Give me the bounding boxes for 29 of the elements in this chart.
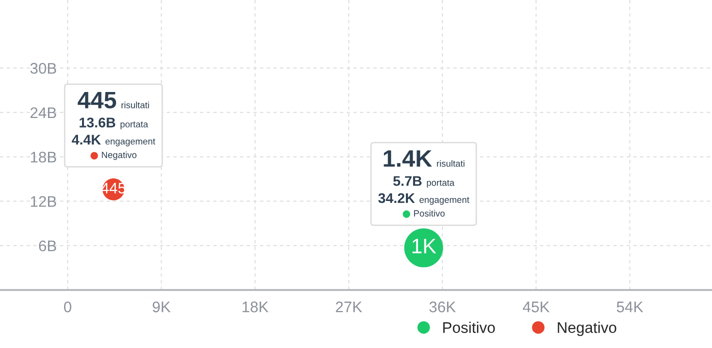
annotation: risultati — [436, 160, 464, 167]
x-tick-label: 9K — [152, 302, 171, 312]
annotation: Negativo — [102, 151, 136, 160]
annotation: risultati — [122, 102, 149, 108]
x-tick-label: 54K — [616, 302, 644, 312]
annotation: engagement — [420, 197, 470, 205]
annotation: 34.2K — [378, 193, 415, 204]
annotation: 1.4K — [384, 150, 432, 167]
y-tick-label: 6B — [39, 240, 56, 252]
data-label: 1K — [412, 238, 436, 254]
x-tick-label: 27K — [336, 302, 362, 312]
y-tick-label: 30B — [30, 62, 56, 74]
annotation: 4.4K — [72, 134, 101, 144]
annotation: 13.6B — [80, 118, 116, 128]
annotation: Positivo — [414, 210, 445, 217]
x-tick-label: 36K — [429, 302, 456, 312]
annotation: engagement — [106, 138, 156, 146]
y-tick-label: 12B — [30, 196, 56, 207]
legend-label: Negativo — [558, 322, 616, 336]
y-tick-label: 18B — [30, 152, 56, 163]
x-tick-label: 0 — [64, 302, 72, 312]
annotation: portata — [120, 121, 148, 130]
annotation: portata — [426, 180, 454, 188]
annotation: 445 — [78, 92, 116, 108]
x-tick-label: 45K — [522, 302, 550, 312]
annotation: 5.7B — [393, 176, 422, 186]
x-tick-label: 18K — [242, 302, 268, 312]
legend-label: Positivo — [443, 322, 495, 333]
y-tick-label: 24B — [30, 107, 56, 118]
